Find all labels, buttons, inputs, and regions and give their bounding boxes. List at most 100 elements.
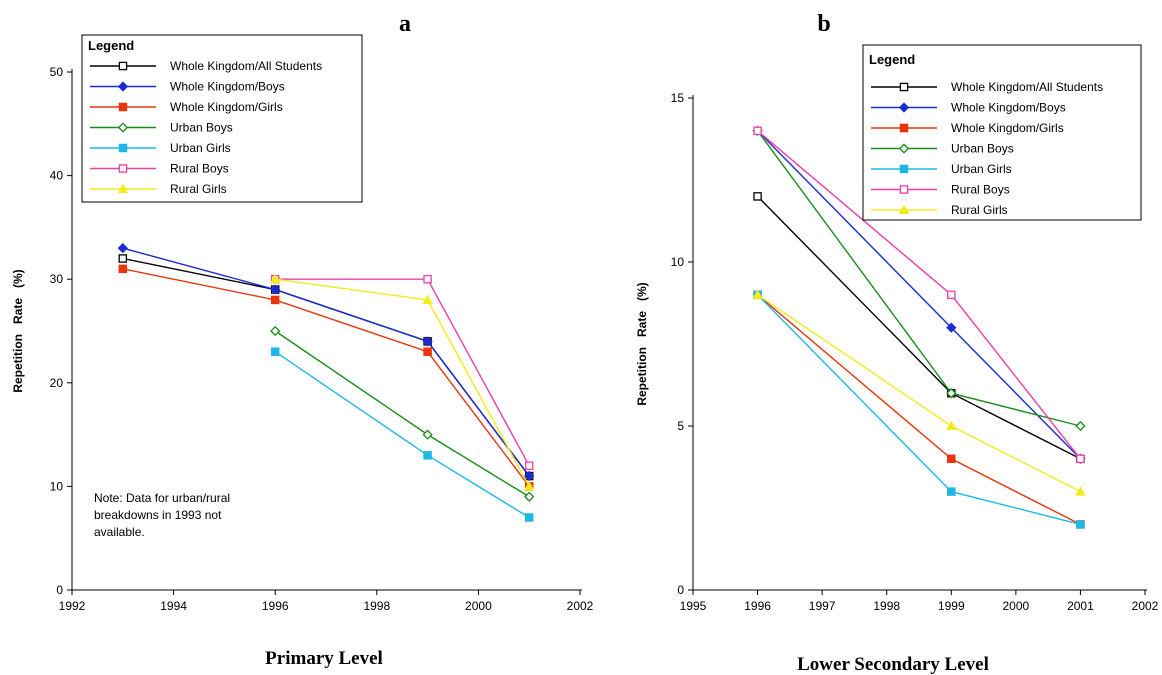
point-a-whole-kingdom-girls-1996 xyxy=(270,295,280,305)
point-a-whole-kingdom-boys-1996 xyxy=(270,284,281,295)
legend-marker-b-rural-boys xyxy=(899,185,909,194)
point-a-rural-girls-2001 xyxy=(523,480,535,491)
point-a-rural-boys-2001 xyxy=(524,461,534,470)
legend-marker-a-whole-kingdom-boys xyxy=(117,81,129,92)
point-b-urban-girls-1999 xyxy=(947,487,956,496)
legend-box-b xyxy=(862,44,1142,221)
point-a-rural-girls-1996 xyxy=(269,273,281,284)
series-line-b-rural-girls xyxy=(757,294,1081,493)
legend-label-b-urban-boys: Urban Boys xyxy=(951,142,1014,156)
series-a-whole-kingdom-boys xyxy=(117,243,535,482)
y-tick-label-a-0: 0 xyxy=(56,583,63,597)
legend-marker-a-rural-boys xyxy=(118,164,128,173)
point-b-whole-kingdom-girls-1999 xyxy=(947,454,956,464)
series-a-whole-kingdom-all-students xyxy=(118,254,534,481)
point-a-whole-kingdom-girls-1999 xyxy=(423,347,432,356)
x-tick-label-a-1994: 1994 xyxy=(160,599,187,613)
series-b-rural-boys xyxy=(753,126,1085,464)
panel-b-letter: b xyxy=(817,11,830,37)
panel-a-letter: a xyxy=(399,11,411,37)
legend-label-a-whole-kingdom-girls: Whole Kingdom/Girls xyxy=(170,100,283,114)
note-line-3: available. xyxy=(94,525,145,539)
x-tick-label-b-1995: 1995 xyxy=(680,599,707,613)
legend-marker-a-urban-girls xyxy=(118,143,128,153)
series-a-urban-girls xyxy=(270,347,534,522)
legend-marker-b-whole-kingdom-all-students xyxy=(899,82,909,92)
point-b-urban-girls-2001 xyxy=(1076,520,1085,529)
series-b-whole-kingdom-all-students xyxy=(753,192,1085,464)
point-a-urban-girls-1999 xyxy=(423,451,432,460)
series-a-whole-kingdom-girls xyxy=(118,264,534,491)
panel-a-note: Note: Data for urban/rural breakdowns in… xyxy=(94,491,230,539)
series-line-a-whole-kingdom-all-students xyxy=(122,257,530,477)
legend-marker-a-whole-kingdom-girls xyxy=(118,102,128,112)
chart-primary-level: 0 10 20 30 40 50 1992 1994 1996 1998 2000 2002 Repet… xyxy=(11,34,594,613)
point-a-urban-girls-1996 xyxy=(270,347,280,356)
x-tick-label-b-1996: 1996 xyxy=(744,599,771,613)
y-tick-label-a-20: 20 xyxy=(50,376,64,390)
legend-label-b-whole-kingdom-boys: Whole Kingdom/Boys xyxy=(951,101,1066,115)
point-a-whole-kingdom-boys-1999 xyxy=(422,336,433,347)
legend-marker-b-urban-boys xyxy=(898,143,910,154)
point-a-urban-boys-2001 xyxy=(524,491,535,502)
point-a-urban-girls-2001 xyxy=(524,513,534,522)
point-a-whole-kingdom-boys-1993 xyxy=(117,243,128,254)
point-b-rural-boys-2001 xyxy=(1076,454,1085,464)
series-a-urban-boys xyxy=(270,325,535,502)
legend-marker-b-rural-girls xyxy=(898,204,910,215)
note-line-2: breakdowns in 1993 not xyxy=(94,508,222,522)
x-tick-label-b-1997: 1997 xyxy=(809,599,836,613)
x-tick-label-b-2000: 2000 xyxy=(1003,599,1030,613)
point-b-urban-boys-2001 xyxy=(1075,420,1086,432)
legend-title-b: Legend xyxy=(869,52,915,67)
x-tick-label-b-1998: 1998 xyxy=(873,599,900,613)
chart-lower-secondary-level: 0 5 10 15 1995 1996 1997 1998 1999 2000 2001 2002 Re… xyxy=(635,44,1159,613)
y-tick-label-a-50: 50 xyxy=(50,65,64,79)
point-b-whole-kingdom-all-students-1996 xyxy=(753,192,762,201)
y-axis-label-a: Repetition Rate (%) xyxy=(11,269,25,392)
legend-marker-a-whole-kingdom-all-students xyxy=(118,61,128,71)
point-a-urban-boys-1996 xyxy=(270,325,281,337)
legend-box-a xyxy=(81,34,363,203)
legend-label-a-rural-boys: Rural Boys xyxy=(170,162,229,176)
point-a-whole-kingdom-boys-2001 xyxy=(524,470,535,482)
legend-title-a: Legend xyxy=(88,38,134,53)
point-b-rural-boys-1996 xyxy=(753,126,762,136)
point-a-rural-boys-1999 xyxy=(423,274,432,284)
panel-a-caption: Primary Level xyxy=(265,648,383,669)
legend-marker-b-whole-kingdom-girls xyxy=(899,123,909,133)
point-a-whole-kingdom-girls-1993 xyxy=(118,264,128,274)
y-tick-label-a-30: 30 xyxy=(50,272,64,286)
y-tick-label-b-5: 5 xyxy=(677,419,684,433)
legend-label-a-urban-girls: Urban Girls xyxy=(170,141,231,155)
point-a-urban-boys-1999 xyxy=(422,429,433,440)
point-b-rural-girls-2001 xyxy=(1075,486,1086,496)
legend-label-a-urban-boys: Urban Boys xyxy=(170,121,233,135)
series-b-rural-girls xyxy=(752,289,1086,496)
x-tick-label-b-1999: 1999 xyxy=(938,599,965,613)
note-line-1: Note: Data for urban/rural xyxy=(94,491,230,505)
legend-marker-a-rural-girls xyxy=(117,183,129,194)
y-tick-label-a-40: 40 xyxy=(50,169,64,183)
legend-label-a-rural-girls: Rural Girls xyxy=(170,182,227,196)
y-axis-label-b: Repetition Rate (%) xyxy=(635,282,649,405)
legend-label-b-whole-kingdom-all-students: Whole Kingdom/All Students xyxy=(951,80,1103,94)
series-line-a-whole-kingdom-girls xyxy=(122,268,530,487)
series-line-a-rural-girls xyxy=(275,278,530,487)
legend-label-a-whole-kingdom-boys: Whole Kingdom/Boys xyxy=(170,80,285,94)
point-a-rural-girls-1999 xyxy=(422,294,433,304)
legend-label-b-urban-girls: Urban Girls xyxy=(951,162,1012,176)
series-line-a-urban-boys xyxy=(274,330,530,498)
legend-marker-b-urban-girls xyxy=(899,164,909,174)
point-b-rural-boys-1999 xyxy=(947,290,956,300)
point-a-whole-kingdom-all-students-1993 xyxy=(118,254,128,263)
panel-b-caption: Lower Secondary Level xyxy=(797,654,989,675)
point-b-rural-girls-1996 xyxy=(752,289,763,299)
legend-label-a-whole-kingdom-all-students: Whole Kingdom/All Students xyxy=(170,59,322,73)
y-tick-label-a-10: 10 xyxy=(50,479,64,493)
legend-marker-b-whole-kingdom-boys xyxy=(898,102,910,113)
point-b-whole-kingdom-boys-1999 xyxy=(946,322,957,333)
x-tick-label-a-2000: 2000 xyxy=(465,599,492,613)
legend-label-b-rural-girls: Rural Girls xyxy=(951,203,1008,217)
